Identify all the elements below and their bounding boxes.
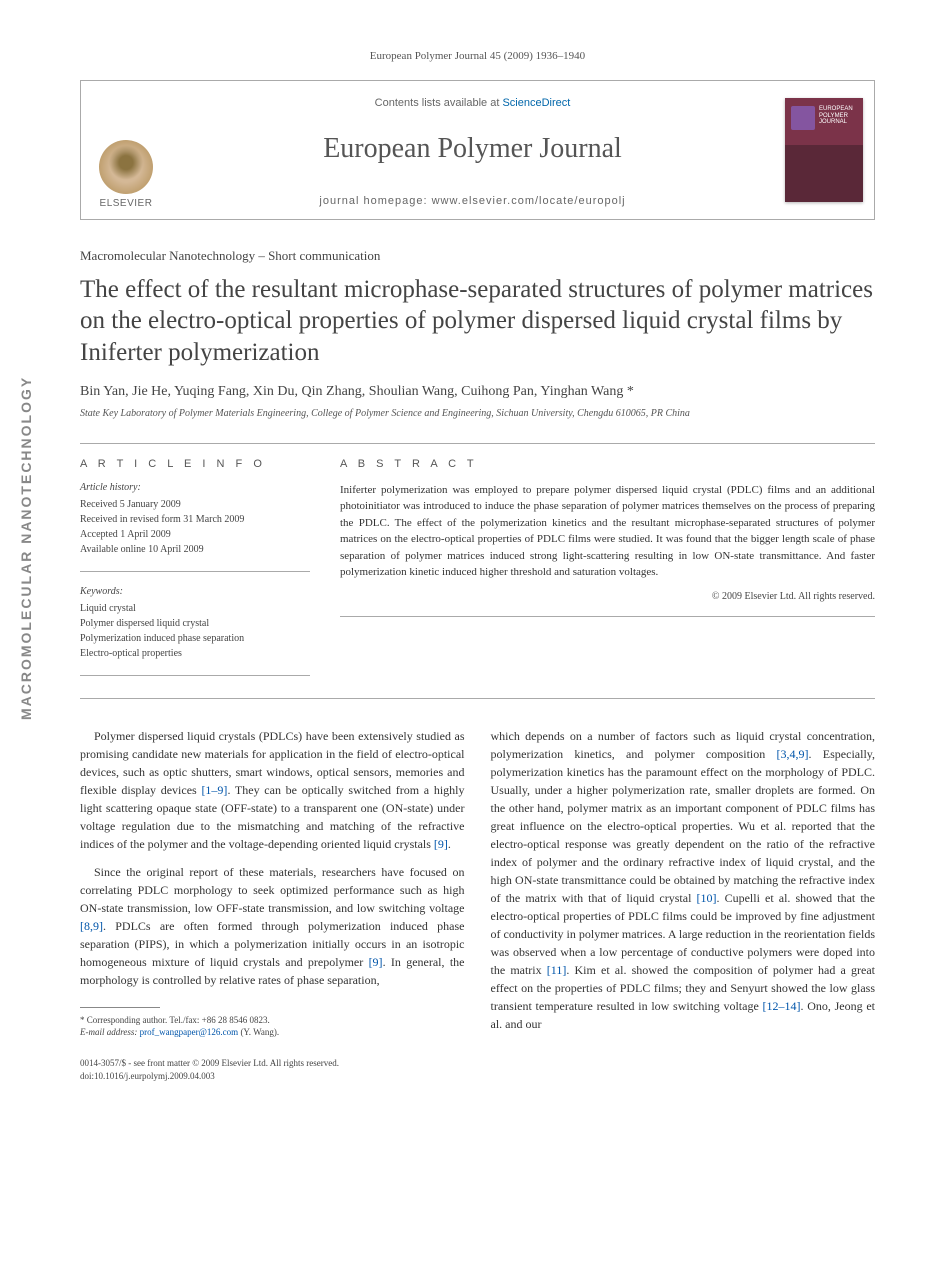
contents-list-label: Contents lists available at ScienceDirec…	[181, 97, 764, 109]
corresponding-author-footnote: * Corresponding author. Tel./fax: +86 28…	[80, 1014, 465, 1027]
abstract-text: Iniferter polymerization was employed to…	[340, 482, 875, 581]
sciencedirect-link[interactable]: ScienceDirect	[502, 97, 570, 109]
contents-prefix: Contents lists available at	[375, 97, 503, 109]
authors-line: Bin Yan, Jie He, Yuqing Fang, Xin Du, Qi…	[80, 384, 875, 400]
body-paragraph: which depends on a number of factors suc…	[491, 727, 876, 1033]
footnote-separator	[80, 1007, 160, 1008]
body-columns: Polymer dispersed liquid crystals (PDLCs…	[80, 727, 875, 1082]
article-info-column: A R T I C L E I N F O Article history: R…	[80, 458, 310, 690]
keywords-label: Keywords:	[80, 586, 310, 597]
footer-metadata: 0014-3057/$ - see front matter © 2009 El…	[80, 1057, 465, 1082]
body-paragraph: Since the original report of these mater…	[80, 863, 465, 989]
elsevier-logo[interactable]: ELSEVIER	[99, 140, 153, 209]
journal-cover-thumbnail[interactable]: EUROPEAN POLYMER JOURNAL	[785, 98, 863, 202]
email-label: E-mail address:	[80, 1027, 140, 1037]
article-info-heading: A R T I C L E I N F O	[80, 458, 310, 470]
publisher-logo-zone: ELSEVIER	[81, 81, 171, 219]
homepage-prefix: journal homepage:	[319, 195, 431, 207]
page-content: European Polymer Journal 45 (2009) 1936–…	[0, 0, 935, 1122]
abstract-bottom-rule	[340, 616, 875, 617]
cover-title: EUROPEAN POLYMER JOURNAL	[819, 106, 857, 126]
journal-reference: European Polymer Journal 45 (2009) 1936–…	[80, 50, 875, 62]
sidebar-vertical-label: MACROMOLECULAR NANOTECHNOLOGY	[18, 376, 34, 720]
email-footnote: E-mail address: prof_wangpaper@126.com (…	[80, 1026, 465, 1039]
elsevier-label: ELSEVIER	[100, 198, 153, 209]
article-title: The effect of the resultant microphase-s…	[80, 274, 875, 368]
abstract-copyright: © 2009 Elsevier Ltd. All rights reserved…	[340, 591, 875, 602]
affiliation: State Key Laboratory of Polymer Material…	[80, 408, 875, 419]
front-matter-line: 0014-3057/$ - see front matter © 2009 El…	[80, 1057, 465, 1070]
homepage-url[interactable]: www.elsevier.com/locate/europolj	[432, 195, 626, 207]
header-center: Contents lists available at ScienceDirec…	[171, 81, 774, 219]
homepage-line: journal homepage: www.elsevier.com/locat…	[181, 195, 764, 207]
keywords-block: Keywords: Liquid crystal Polymer dispers…	[80, 586, 310, 676]
elsevier-tree-icon	[99, 140, 153, 194]
abstract-heading: A B S T R A C T	[340, 458, 875, 470]
email-suffix: (Y. Wang).	[238, 1027, 279, 1037]
keywords-text: Liquid crystal Polymer dispersed liquid …	[80, 601, 310, 661]
history-label: Article history:	[80, 482, 310, 493]
abstract-column: A B S T R A C T Iniferter polymerization…	[340, 458, 875, 690]
body-column-right: which depends on a number of factors suc…	[491, 727, 876, 1082]
cover-thumbnail-zone: EUROPEAN POLYMER JOURNAL	[774, 81, 874, 219]
body-paragraph: Polymer dispersed liquid crystals (PDLCs…	[80, 727, 465, 853]
doi-line: doi:10.1016/j.eurpolymj.2009.04.003	[80, 1070, 465, 1083]
history-text: Received 5 January 2009 Received in revi…	[80, 497, 310, 557]
section-label: Macromolecular Nanotechnology – Short co…	[80, 248, 875, 264]
article-meta-row: A R T I C L E I N F O Article history: R…	[80, 443, 875, 690]
journal-name: European Polymer Journal	[181, 133, 764, 165]
meta-body-divider	[80, 698, 875, 699]
journal-header-box: ELSEVIER Contents lists available at Sci…	[80, 80, 875, 220]
body-column-left: Polymer dispersed liquid crystals (PDLCs…	[80, 727, 465, 1082]
email-link[interactable]: prof_wangpaper@126.com	[140, 1027, 239, 1037]
article-history-block: Article history: Received 5 January 2009…	[80, 482, 310, 572]
